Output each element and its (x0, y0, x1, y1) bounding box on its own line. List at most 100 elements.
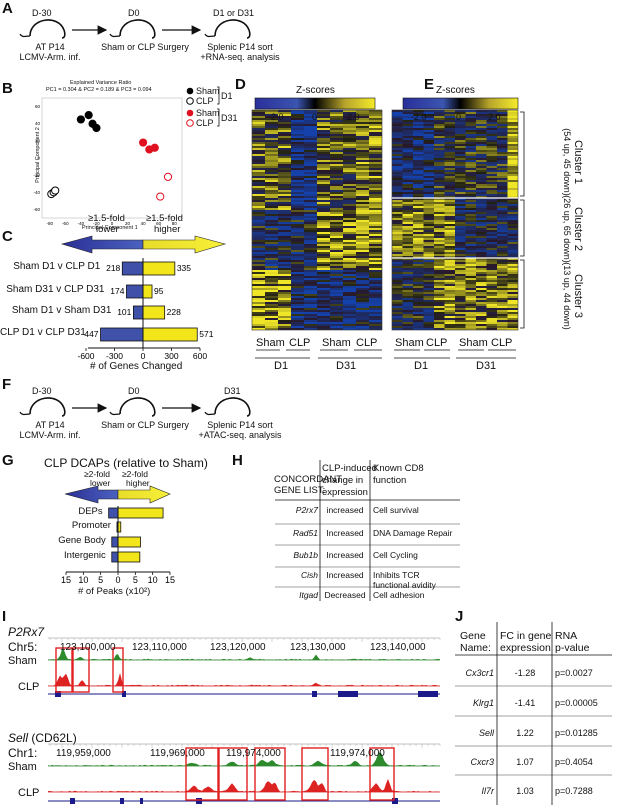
x-tick-label: -600 (77, 351, 94, 361)
category-label: Sham D31 v CLP D31 (6, 284, 105, 295)
mouse-icon (204, 19, 251, 39)
scatter-point (76, 115, 85, 124)
day-label: D31 (476, 360, 497, 372)
x-tick-label: 5 (98, 575, 103, 585)
pca-subtitle: PC1 = 0.304 & PC2 = 0.189 & PC3 = 0.094 (46, 87, 152, 93)
pvalue-cell: p=0.4054 (555, 757, 593, 767)
y-tick-label: 0 (37, 156, 40, 161)
gene-note: (CD62L) (31, 731, 77, 745)
x-tick-label: 20 (125, 221, 131, 226)
change-cell: Increased (326, 550, 364, 560)
gene-cell: Il7r (481, 786, 494, 796)
track-label-sham: Sham (8, 761, 37, 773)
zscore-colorbar (254, 97, 376, 110)
x-tick-label: 0 (141, 351, 146, 361)
bar-value-label: 447 (84, 329, 98, 339)
bar-value-label: 101 (117, 307, 131, 317)
bar-higher (117, 507, 164, 519)
step-line: LCMV-Arm. inf. (19, 430, 81, 440)
h-header: CONCORDANT GENE LIST: (274, 474, 343, 496)
pca-xlabel: Principal Component 1 (82, 225, 138, 231)
coord-label: 123,120,000 (210, 642, 266, 653)
y-tick-label: 40 (35, 121, 41, 126)
gene-cell: Cish (300, 570, 318, 580)
dcaps-chart: 15 10 5 0 5 10 15 (61, 485, 175, 585)
category-label: Intergenic (64, 550, 106, 561)
gene-cell: Rad51 (292, 528, 318, 538)
mouse-icon (204, 397, 251, 417)
bar-higher (117, 551, 141, 563)
coord-label: 123,130,000 (290, 642, 346, 653)
fc-cell: -1.28 (514, 668, 536, 678)
pca-legend (186, 86, 220, 127)
x-tick-label: 0 (115, 575, 120, 585)
higher-arrow-icon (142, 235, 227, 254)
category-label: Gene Body (58, 535, 106, 546)
step-day: D0 (128, 8, 140, 18)
fc-cell: 1.03 (516, 786, 534, 796)
j-header: RNA p-value (555, 630, 590, 654)
legend-label: Sham (196, 108, 220, 118)
scatter-point (139, 138, 148, 147)
legend-group: D31 (221, 113, 238, 123)
x-tick-label: 15 (61, 575, 71, 585)
change-cell: Increased (326, 528, 364, 538)
bar-value-label: 174 (110, 286, 124, 296)
pca-scatter: -80 -60 -40 -20 0 20 40 60 80 60 40 20 0 -20 -40 -60 (33, 97, 183, 226)
gene-cell: Bub1b (293, 550, 318, 560)
lower-arrow-icon (60, 235, 144, 254)
step-day: D31 (224, 386, 241, 396)
legend-label: Sham (196, 86, 220, 96)
step-line: Splenic P14 sort (207, 42, 273, 52)
x-tick-label: 10 (148, 575, 158, 585)
zscore-colorbar (402, 97, 519, 110)
x-tick-label: 60 (156, 221, 162, 226)
bar-higher (117, 536, 141, 548)
x-tick-label: 0 (111, 221, 114, 226)
cluster-name: Cluster 3 (572, 273, 584, 319)
panel-label-b: B (2, 80, 13, 97)
gene-name-row: Sell (CD62L) (8, 731, 77, 745)
gene-cell: Klrg1 (472, 698, 494, 708)
pca-ylabel: Principal Component 2 (34, 127, 41, 183)
gene-name: P2Rx7 (8, 625, 45, 639)
step-line: +ATAC-seq. analysis (198, 430, 282, 440)
x-tick-label: 600 (193, 351, 207, 361)
j-header: FC in gene expression (500, 630, 552, 654)
p2rx7-tracks (48, 637, 441, 697)
x-tick-label: -300 (106, 351, 123, 361)
x-tick-label: 5 (133, 575, 138, 585)
panel-label-a: A (2, 0, 13, 17)
group-label: CLP (426, 337, 448, 349)
cluster-detail: (13 up, 44 down) (562, 262, 572, 330)
panel-label-e: E (424, 76, 435, 93)
step-line: Sham or CLP Surgery (101, 420, 189, 430)
pvalue-cell: p=0.7288 (555, 786, 593, 796)
group-label: CLP (356, 337, 378, 349)
bar-lower (121, 261, 144, 276)
scatter-point (150, 143, 159, 152)
genes-changed-chart: 218 335 174 95 101 228 447 571 -600 -300 0 300 600 (60, 235, 227, 361)
gene-name: Sell (8, 731, 29, 745)
legend-label: CLP (196, 96, 214, 106)
group-label: Sham (459, 337, 488, 349)
chr-label: Chr1: (8, 746, 38, 760)
legend-group: D1 (221, 91, 233, 101)
bar-value-label: 95 (154, 286, 164, 296)
gene-cell: Cx3cr1 (465, 668, 494, 678)
bar-lower (108, 507, 119, 519)
scatter-point (51, 186, 60, 195)
gene-cell: Itgad (299, 590, 318, 600)
coord-label: 119,974,000 (226, 748, 281, 759)
y-tick-label: 60 (35, 104, 41, 109)
function-cell: Inhibits TCR functional avidity (373, 570, 436, 590)
function-cell: DNA Damage Repair (373, 528, 453, 538)
h-header: Known CD8 function (373, 463, 424, 486)
coord-label: 123,110,000 (132, 642, 187, 653)
function-cell: Cell survival (373, 505, 419, 515)
change-cell: Increased (326, 570, 364, 580)
category-label: DEPs (78, 506, 103, 517)
g-xlabel: # of Peaks (x10²) (78, 586, 151, 597)
lower-label: ≥1.5-fold (88, 213, 125, 224)
group-label: CLP (289, 337, 311, 349)
